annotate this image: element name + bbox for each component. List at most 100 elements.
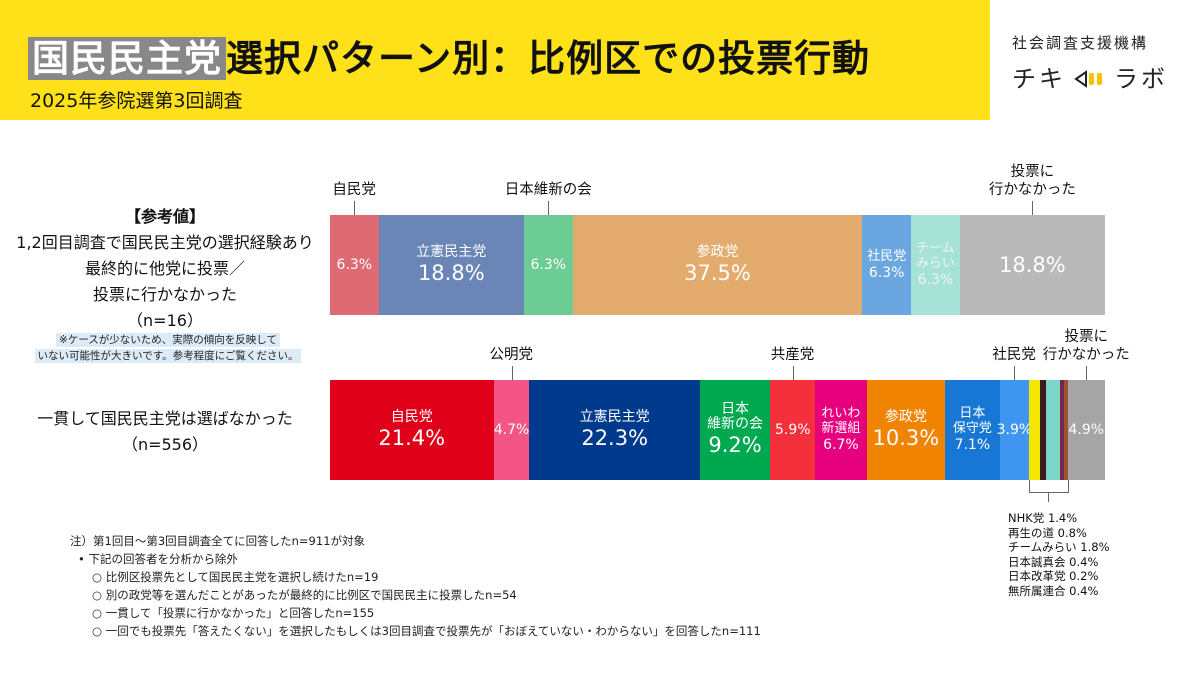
bar-row2-segment-2: 4.7% (493, 380, 530, 480)
footnote-exclude-2: ○ 別の政党等を選んだことがあったが最終的に比例区で国民民主に投票したn=54 (92, 588, 517, 602)
row1-label-reference: 【参考値】 (124, 207, 205, 226)
bar-row2-segment-15 (1064, 380, 1068, 480)
caution-line1: ※ケースが少ないため、実際の傾向を反映して (56, 333, 280, 347)
minor-party-legend: NHK党 1.4% 再生の道 0.8% チームみらい 1.8% 日本誠真会 0.4% 日… (1008, 511, 1110, 598)
row1-label-n: （n=16） (127, 311, 203, 330)
bar-row1-segment-2: 立憲民主党 18.8% (378, 215, 524, 315)
bar-row2-segment-13 (1059, 380, 1063, 480)
bar-row2-segment-6-value: 6.7% (823, 437, 859, 453)
bar-row2-segment-2-value: 4.7% (493, 422, 530, 438)
bar-row2-segment-10 (1029, 380, 1041, 480)
minor-party-item: チームみらい 1.8% (1008, 540, 1110, 554)
bar-row1-segment-4-value: 37.5% (684, 260, 751, 285)
brand-name: チキ ラボ (1012, 59, 1168, 94)
bar-row1-segment-3: 6.3% (523, 215, 573, 315)
callout-row2-segment-2: 公明党 (489, 347, 534, 363)
title-highlight: 国民民主党 (28, 37, 226, 80)
callout-row2-segment-5: 共産党 (770, 347, 815, 363)
bar-row2-segment-1: 自民党 21.4% (330, 380, 494, 480)
bar-row1-segment-5-value: 6.3% (868, 264, 905, 281)
bar-row2-segment-8: 日本 保守党 7.1% (945, 380, 1000, 480)
row1-label-line3: 最終的に他党に投票／ (84, 259, 245, 278)
bar-row1-segment-6-value: 6.3% (917, 272, 954, 288)
footnote-exclude-3: ○ 一貫して「投票に行かなかった」と回答したn=155 (92, 606, 375, 620)
bar-row2-segment-1-value: 21.4% (378, 425, 446, 450)
brand-name-right: ラボ (1114, 65, 1168, 93)
callout-row1-segment-7: 投票に 行かなかった (988, 164, 1076, 198)
bar-row2-segment-7-name: 参政党 (884, 408, 927, 425)
bar-row1-segment-1: 6.3% (330, 215, 379, 315)
bar-row2-segment-11 (1040, 380, 1047, 480)
bar-row2-segment-8-name: 日本 保守党 (952, 406, 992, 436)
page-subtitle: 2025年参院選第3回調査 (30, 90, 243, 112)
bar-row1-segment-2-value: 18.8% (417, 260, 485, 285)
bar-row2-segment-6-name: れいわ 新選組 (821, 406, 861, 436)
bar-row2-segment-3-name: 立憲民主党 (579, 408, 650, 425)
bar-row2-segment-16: 4.9% (1067, 380, 1105, 480)
bar-row1-segment-5: 社民党 6.3% (862, 215, 912, 315)
bar-row2-segment-16-value: 4.9% (1068, 422, 1105, 438)
minor-bracket-left (1029, 480, 1031, 492)
bar-row1-segment-7-value: 18.8% (999, 253, 1066, 277)
minor-party-item: NHK党 1.4% (1008, 511, 1078, 525)
bar-row2-segment-3-value: 22.3% (581, 425, 649, 450)
minor-party-item: 無所属連合 0.4% (1008, 583, 1099, 598)
minor-party-item: 日本改革党 0.2% (1008, 569, 1099, 583)
bar-row1-segment-3-value: 6.3% (530, 257, 567, 273)
footnote-scope: 注）第1回目～第3回目調査全てに回答したn=911が対象 (70, 534, 366, 548)
bar-row2-segment-14 (1062, 380, 1065, 480)
bar-row1-segment-4: 参政党 37.5% (572, 215, 863, 315)
callout-line-row1-segment-3 (548, 201, 550, 215)
title-rest: 選択パターン別：比例区での投票行動 (226, 37, 871, 80)
row2-label-line1: 一貫して国民民主党は選ばなかった (37, 409, 293, 428)
row1-caution-note: ※ケースが少ないため、実際の傾向を反映して いない可能性が大きいです。参考程度に… (18, 332, 318, 364)
bar-row2-segment-9: 3.9% (996, 380, 1033, 480)
bar-row1-segment-2-name: 立憲民主党 (416, 243, 487, 260)
callout-row2-segment-16: 投票に 行かなかった (1042, 329, 1130, 363)
bar-row2-segment-7-value: 10.3% (872, 425, 940, 450)
row1-label-line2: 1,2回目調査で国民民主党の選択経験あり (16, 233, 314, 252)
bar-row2-segment-3: 立憲民主党 22.3% (529, 380, 700, 480)
bar-row1-segment-5-name: 社民党 (867, 248, 907, 264)
callout-row2-segment-9: 社民党 (992, 347, 1036, 363)
bar-row1-segment-4-name: 参政党 (696, 243, 739, 260)
minor-bracket-stem (1048, 492, 1050, 502)
bar-row2-segment-6: れいわ 新選組 6.7% (815, 380, 867, 480)
footnote-exclude-heading: • 下記の回答者を分析から除外 (78, 552, 238, 566)
caution-line2: いない可能性が大きいです。参考程度にご覧ください。 (34, 349, 302, 363)
bar-row2-segment-8-value: 7.1% (954, 437, 991, 453)
bar-row2-segment-5-value: 5.9% (774, 422, 811, 438)
minor-party-item: 日本誠真会 0.4% (1008, 554, 1099, 569)
brand-logo: 社会調査支援機構 チキ ラボ (1012, 32, 1168, 94)
callout-line-row2-segment-5 (792, 366, 794, 380)
bar-row1-segment-7: 18.8% (959, 215, 1105, 315)
footnote-exclude-1: ○ 比例区投票先として国民民主党を選択し続けたn=19 (92, 570, 379, 584)
callout-row1-segment-3: 日本維新の会 (504, 182, 592, 198)
bar-row2-segment-5: 5.9% (770, 380, 816, 480)
minor-party-item: 再生の道 0.8% (1008, 525, 1087, 540)
row1-label-line4: 投票に行かなかった (92, 285, 237, 304)
callout-line-row1-segment-7 (1032, 201, 1034, 215)
row2-label: 一貫して国民民主党は選ばなかった （n=556） (0, 406, 330, 458)
callout-line-row2-segment-16 (1086, 366, 1088, 380)
row1-label: 【参考値】 1,2回目調査で国民民主党の選択経験あり 最終的に他党に投票／ 投票… (0, 204, 330, 334)
callout-row1-segment-1: 自民党 (332, 182, 376, 198)
megaphone-icon (1072, 67, 1108, 88)
footnotes: 注）第1回目～第3回目調査全てに回答したn=911が対象 • 下記の回答者を分析… (70, 532, 761, 640)
callout-line-row2-segment-2 (511, 366, 513, 380)
bar-row2-segment-12 (1046, 380, 1060, 480)
brand-name-left: チキ (1012, 65, 1066, 93)
callout-line-row1-segment-1 (354, 201, 356, 215)
minor-bracket-right (1067, 480, 1069, 492)
bar-row2-segment-7: 参政党 10.3% (866, 380, 946, 480)
bar-row2-segment-4-name: 日本 維新の会 (707, 401, 764, 432)
bar-row2-segment-1-name: 自民党 (390, 408, 433, 425)
bar-row2-segment-4-value: 9.2% (708, 433, 762, 457)
bar-row1-segment-6: チーム みらい 6.3% (911, 215, 960, 315)
bar-row1-segment-1-value: 6.3% (336, 257, 373, 273)
callout-line-row2-segment-9 (1014, 366, 1016, 380)
bar-row2-segment-9-value: 3.9% (996, 422, 1033, 438)
bar-row1-segment-6-name: チーム みらい (915, 241, 955, 271)
footnote-exclude-4: ○ 一回でも投票先「答えたくない」を選択したもしくは3回目調査で投票先が「おぼえ… (92, 624, 761, 638)
bar-row2-segment-4: 日本 維新の会 9.2% (699, 380, 771, 480)
